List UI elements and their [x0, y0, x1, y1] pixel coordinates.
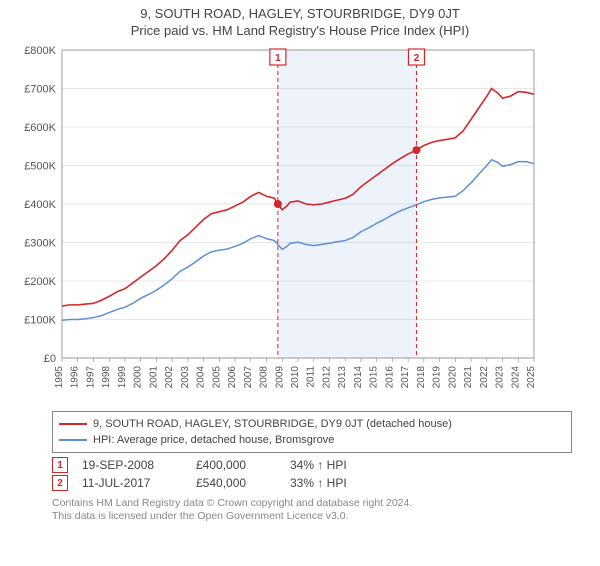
- sale-hpi: 33% ↑ HPI: [290, 476, 347, 490]
- legend-swatch-icon: [59, 439, 87, 441]
- svg-text:2025: 2025: [526, 366, 537, 389]
- footer-line: This data is licensed under the Open Gov…: [52, 510, 572, 523]
- svg-text:2018: 2018: [416, 366, 427, 389]
- chart-title: 9, SOUTH ROAD, HAGLEY, STOURBRIDGE, DY9 …: [0, 6, 600, 21]
- svg-text:2006: 2006: [227, 366, 238, 389]
- svg-text:2023: 2023: [495, 366, 506, 389]
- legend-item: HPI: Average price, detached house, Brom…: [59, 432, 565, 448]
- svg-text:2024: 2024: [510, 366, 521, 389]
- svg-text:2014: 2014: [353, 366, 364, 389]
- svg-text:1999: 1999: [117, 366, 128, 389]
- svg-text:£300K: £300K: [24, 238, 56, 250]
- svg-text:2016: 2016: [384, 366, 395, 389]
- svg-text:2009: 2009: [274, 366, 285, 389]
- svg-text:2015: 2015: [369, 366, 380, 389]
- svg-text:2: 2: [414, 53, 420, 64]
- chart-svg: £0 £100K £200K £300K £400K £500K £600K £700K £80…: [12, 40, 542, 400]
- svg-text:£700K: £700K: [24, 84, 56, 96]
- chart-area: £0 £100K £200K £300K £400K £500K £600K £700K £80…: [12, 40, 588, 403]
- svg-text:£200K: £200K: [24, 276, 56, 288]
- svg-text:1998: 1998: [101, 366, 112, 389]
- sale-hpi: 34% ↑ HPI: [290, 458, 347, 472]
- svg-text:2012: 2012: [321, 366, 332, 389]
- sale-row: 1 19-SEP-2008 £400,000 34% ↑ HPI: [52, 457, 572, 473]
- sale-date: 11-JUL-2017: [82, 476, 182, 490]
- svg-text:2013: 2013: [337, 366, 348, 389]
- legend-item: 9, SOUTH ROAD, HAGLEY, STOURBRIDGE, DY9 …: [59, 416, 565, 432]
- svg-text:1996: 1996: [70, 366, 81, 389]
- sale-row: 2 11-JUL-2017 £540,000 33% ↑ HPI: [52, 475, 572, 491]
- svg-text:2002: 2002: [164, 366, 175, 389]
- svg-text:2001: 2001: [148, 366, 159, 389]
- svg-text:£500K: £500K: [24, 161, 56, 173]
- svg-text:2017: 2017: [400, 366, 411, 389]
- legend-swatch-icon: [59, 423, 87, 425]
- svg-text:2019: 2019: [432, 366, 443, 389]
- svg-text:2022: 2022: [479, 366, 490, 389]
- svg-text:2007: 2007: [243, 366, 254, 389]
- svg-text:£400K: £400K: [24, 199, 56, 211]
- sale-marker-icon: 1: [52, 457, 68, 473]
- svg-text:1997: 1997: [85, 366, 96, 389]
- svg-text:2010: 2010: [290, 366, 301, 389]
- svg-text:2020: 2020: [447, 366, 458, 389]
- svg-text:2005: 2005: [211, 366, 222, 389]
- legend: 9, SOUTH ROAD, HAGLEY, STOURBRIDGE, DY9 …: [52, 411, 572, 453]
- svg-text:2003: 2003: [180, 366, 191, 389]
- svg-text:2004: 2004: [196, 366, 207, 389]
- svg-text:£800K: £800K: [24, 45, 56, 57]
- svg-text:2000: 2000: [133, 366, 144, 389]
- svg-text:£100K: £100K: [24, 315, 56, 327]
- sale-date: 19-SEP-2008: [82, 458, 182, 472]
- svg-text:2011: 2011: [306, 366, 317, 388]
- svg-text:£600K: £600K: [24, 122, 56, 134]
- svg-text:1995: 1995: [54, 366, 65, 389]
- svg-text:2008: 2008: [259, 366, 270, 389]
- svg-text:£0: £0: [44, 353, 56, 365]
- svg-text:2021: 2021: [463, 366, 474, 389]
- sale-price: £540,000: [196, 476, 276, 490]
- svg-text:1: 1: [275, 53, 281, 64]
- legend-label: 9, SOUTH ROAD, HAGLEY, STOURBRIDGE, DY9 …: [93, 416, 452, 432]
- footer-line: Contains HM Land Registry data © Crown c…: [52, 497, 572, 510]
- chart-subtitle: Price paid vs. HM Land Registry's House …: [0, 23, 600, 38]
- sale-marker-icon: 2: [52, 475, 68, 491]
- sale-price: £400,000: [196, 458, 276, 472]
- legend-label: HPI: Average price, detached house, Brom…: [93, 432, 334, 448]
- footer: Contains HM Land Registry data © Crown c…: [52, 497, 572, 523]
- chart-container: 9, SOUTH ROAD, HAGLEY, STOURBRIDGE, DY9 …: [0, 6, 600, 566]
